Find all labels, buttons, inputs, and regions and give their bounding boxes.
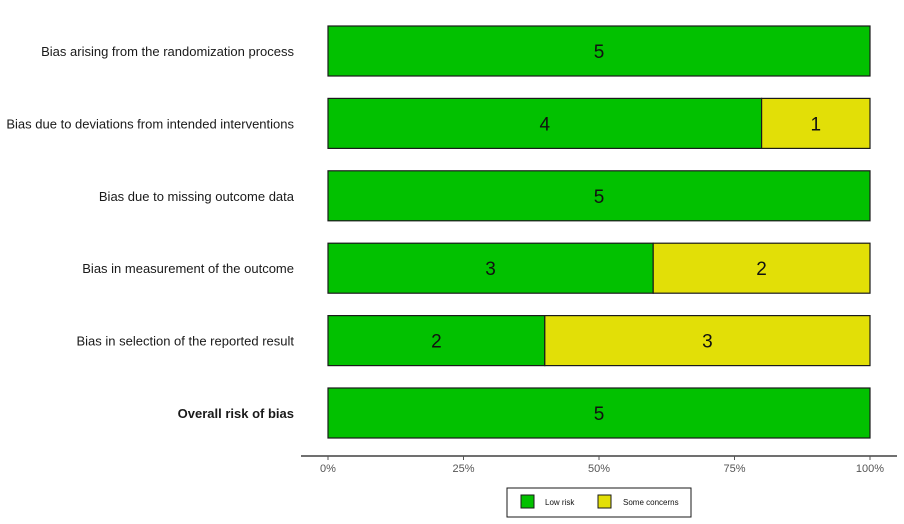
bar-count-label: 2 [756, 259, 767, 280]
bar-segment [327, 170, 871, 222]
bar-count-label: 5 [594, 404, 605, 425]
bar-segment [327, 25, 871, 77]
category-label: Bias in measurement of the outcome [82, 261, 294, 276]
x-tick-label: 0% [320, 463, 336, 475]
category-label: Bias arising from the randomization proc… [41, 44, 294, 59]
legend-label: Low risk [545, 498, 575, 507]
category-label: Bias due to missing outcome data [99, 189, 295, 204]
x-tick-label: 75% [723, 463, 745, 475]
bar-count-label: 1 [811, 114, 822, 135]
bar-segment [327, 242, 654, 294]
legend-swatch [597, 494, 612, 509]
legend-label: Some concerns [623, 498, 679, 507]
legend-swatch [520, 494, 535, 509]
bar-count-label: 4 [540, 114, 551, 135]
bar-count-label: 5 [594, 42, 605, 63]
x-tick-label: 50% [588, 463, 610, 475]
x-tick-label: 25% [452, 463, 474, 475]
bar-count-label: 3 [702, 332, 713, 353]
bar-count-label: 3 [485, 259, 496, 280]
category-label: Bias in selection of the reported result [76, 334, 294, 349]
legend: Low risk Some concerns [506, 487, 692, 518]
category-labels: Bias arising from the randomization proc… [6, 44, 294, 421]
bar-count-label: 2 [431, 332, 442, 353]
x-tick-label: 100% [856, 463, 884, 475]
bar-segment [327, 97, 763, 150]
bar-segment [544, 315, 871, 367]
category-label: Bias due to deviations from intended int… [6, 116, 294, 131]
bar-segment [327, 315, 546, 367]
category-label: Overall risk of bias [178, 406, 294, 421]
bar-segment [652, 242, 871, 294]
bars [327, 25, 871, 439]
bar-segment [760, 97, 871, 150]
bar-count-label: 5 [594, 187, 605, 208]
bar-segment [327, 387, 871, 439]
x-axis: 0% 25% 50% 75% 100% [301, 455, 897, 475]
bar-count-labels: 5 4 1 5 3 2 2 3 5 [431, 42, 821, 425]
